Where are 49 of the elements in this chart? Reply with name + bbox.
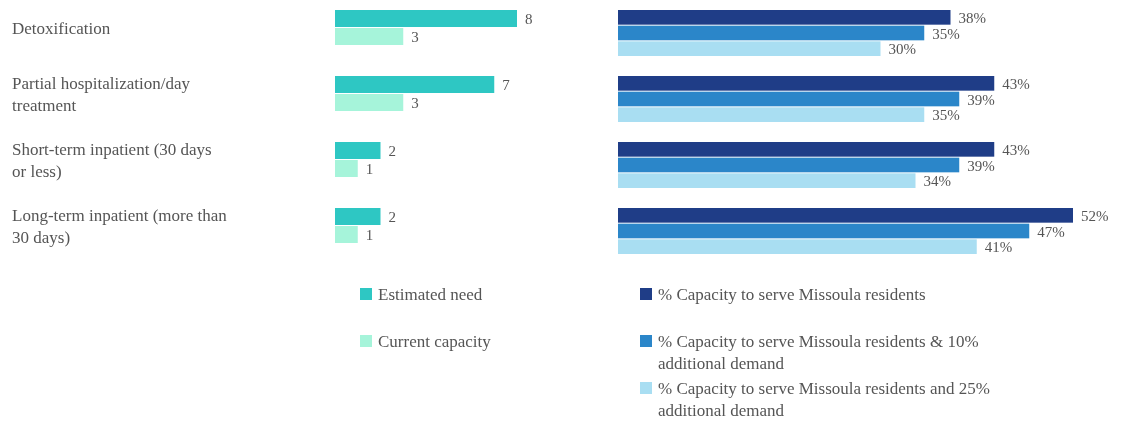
data-label: 41% [984, 239, 1013, 256]
data-label: 2 [388, 143, 396, 159]
data-label: 52% [1081, 207, 1109, 224]
legend-label: % Capacity to serve Missoula residents & 10% additional demand [658, 332, 979, 373]
data-label: 3 [411, 95, 419, 111]
legend-label: Estimated need [378, 285, 483, 304]
bar [618, 208, 1073, 223]
bar [618, 76, 995, 91]
legend-label: % Capacity to serve Missoula residents and 25% additional demand [658, 379, 990, 420]
data-label: 39% [967, 157, 995, 174]
bar [618, 157, 960, 173]
data-label: 2 [388, 209, 396, 225]
y-tick-label: Partial hospitalization/day treatment [12, 74, 191, 115]
y-tick-label: Detoxification [12, 19, 111, 38]
legend-label: Current capacity [378, 332, 492, 351]
data-label: 47% [1037, 223, 1065, 240]
data-label: 8 [525, 11, 533, 27]
bar [618, 41, 881, 56]
data-label: 34% [923, 173, 951, 190]
data-label: 43% [1002, 141, 1030, 158]
bar [335, 226, 358, 243]
bar [618, 239, 977, 254]
bar [618, 173, 916, 188]
bar [335, 160, 358, 177]
data-label: 35% [932, 107, 960, 124]
data-label: 7 [502, 77, 511, 93]
data-label: 43% [1002, 75, 1030, 92]
bar [335, 28, 404, 45]
data-label: 39% [967, 91, 995, 108]
bar [618, 25, 925, 41]
data-label: 1 [365, 161, 374, 177]
data-label: 35% [932, 25, 960, 42]
data-label: 38% [958, 9, 986, 26]
bar [618, 223, 1030, 239]
bar [335, 94, 404, 111]
legend-label: % Capacity to serve Missoula residents [658, 285, 926, 304]
y-tick-label: Short-term inpatient (30 days or less) [12, 140, 212, 181]
bar [335, 208, 381, 225]
bar [335, 76, 495, 93]
bar [335, 142, 381, 159]
bar [618, 91, 960, 107]
bar [618, 142, 995, 157]
bar [618, 10, 951, 25]
data-label: 1 [365, 227, 374, 243]
bar [618, 107, 925, 122]
data-label: 3 [411, 29, 419, 45]
data-label: 30% [888, 41, 916, 58]
bar [335, 10, 517, 27]
y-tick-label: Long-term inpatient (more than 30 days) [12, 206, 228, 247]
